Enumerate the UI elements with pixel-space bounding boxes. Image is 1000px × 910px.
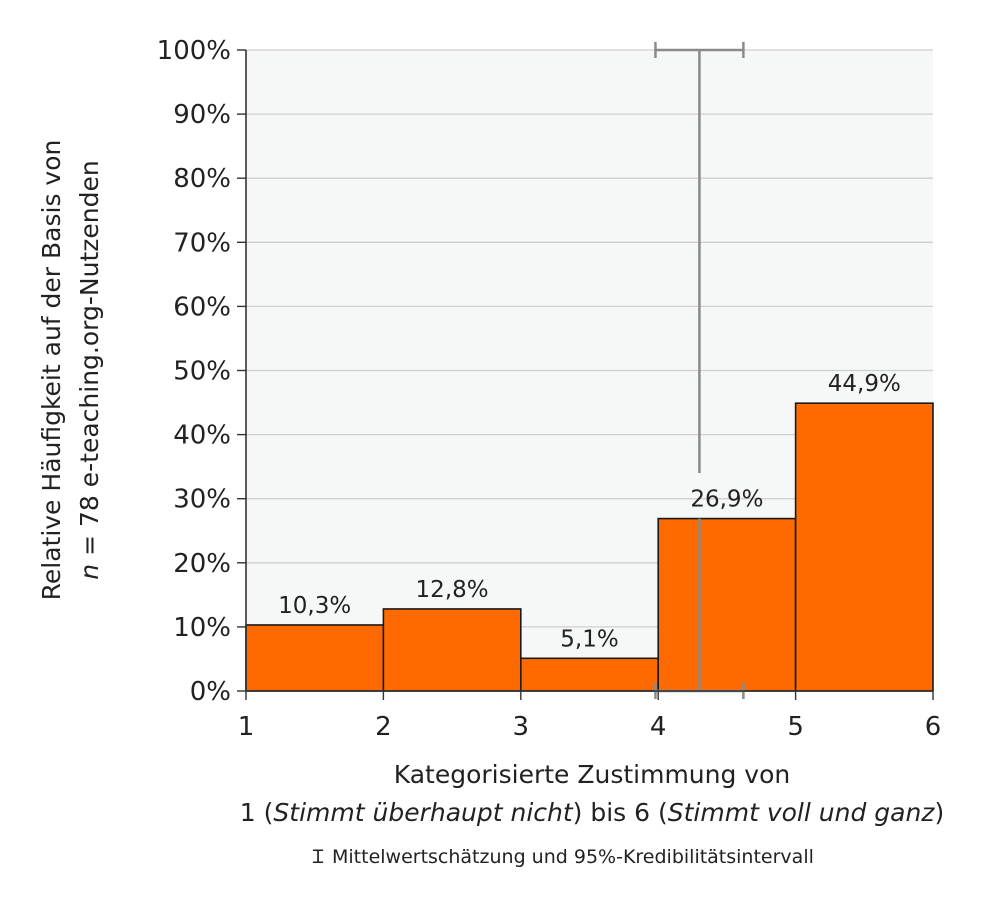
y-tick-label: 20%: [173, 549, 231, 579]
data-label-bar-1: 10,3%: [278, 593, 351, 619]
bar-3: [519, 657, 659, 692]
tick-labels: 0% 10% 20% 30% 40% 50% 60% 70% 80% 90% 100% 1 2 3 4 5 6: [157, 36, 942, 742]
bars: [245, 402, 934, 692]
data-labels: 10,3% 12,8% 5,1% 26,9% 44,9%: [278, 371, 901, 652]
y-tick-label: 30%: [173, 485, 231, 515]
bar-4: [657, 517, 797, 692]
y-tick-label: 10%: [173, 613, 231, 643]
y-tick-label: 70%: [173, 228, 231, 258]
data-label-bar-3: 5,1%: [560, 626, 618, 652]
bar-5: [794, 402, 934, 692]
y-axis-title-line2: n = 78 e-teaching.org-Nutzenden: [75, 160, 104, 579]
data-label-bar-4: 26,9%: [690, 487, 763, 513]
y-tick-label: 100%: [157, 36, 231, 66]
y-axis-title-line1: Relative Häufigkeit auf der Basis von: [37, 140, 66, 601]
x-axis-title-line2: 1 (Stimmt überhaupt nicht) bis 6 (Stimmt…: [240, 798, 944, 827]
legend-error-bar-symbol: Ɪ: [313, 846, 324, 868]
y-tick-label: 50%: [173, 357, 231, 387]
grid-lines: [246, 49, 933, 628]
y-tick-label: 0%: [190, 677, 231, 707]
bar-2: [382, 608, 522, 692]
x-tick-label: 1: [238, 712, 255, 742]
bar-1: [245, 624, 385, 692]
axes: [237, 49, 934, 700]
x-tick-label: 6: [925, 712, 942, 742]
y-tick-label: 90%: [173, 100, 231, 130]
y-tick-label: 60%: [173, 292, 231, 322]
x-tick-label: 4: [650, 712, 667, 742]
x-tick-label: 5: [787, 712, 804, 742]
data-label-bar-2: 12,8%: [416, 577, 489, 603]
legend-note: Mittelwertschätzung und 95%-Kredibilität…: [332, 846, 814, 868]
y-tick-label: 80%: [173, 164, 231, 194]
x-tick-label: 3: [513, 712, 530, 742]
y-tick-label: 40%: [173, 421, 231, 451]
x-axis-title-line1: Kategorisierte Zustimmung von: [394, 760, 791, 789]
data-label-bar-5: 44,9%: [828, 371, 901, 397]
x-tick-label: 2: [375, 712, 392, 742]
